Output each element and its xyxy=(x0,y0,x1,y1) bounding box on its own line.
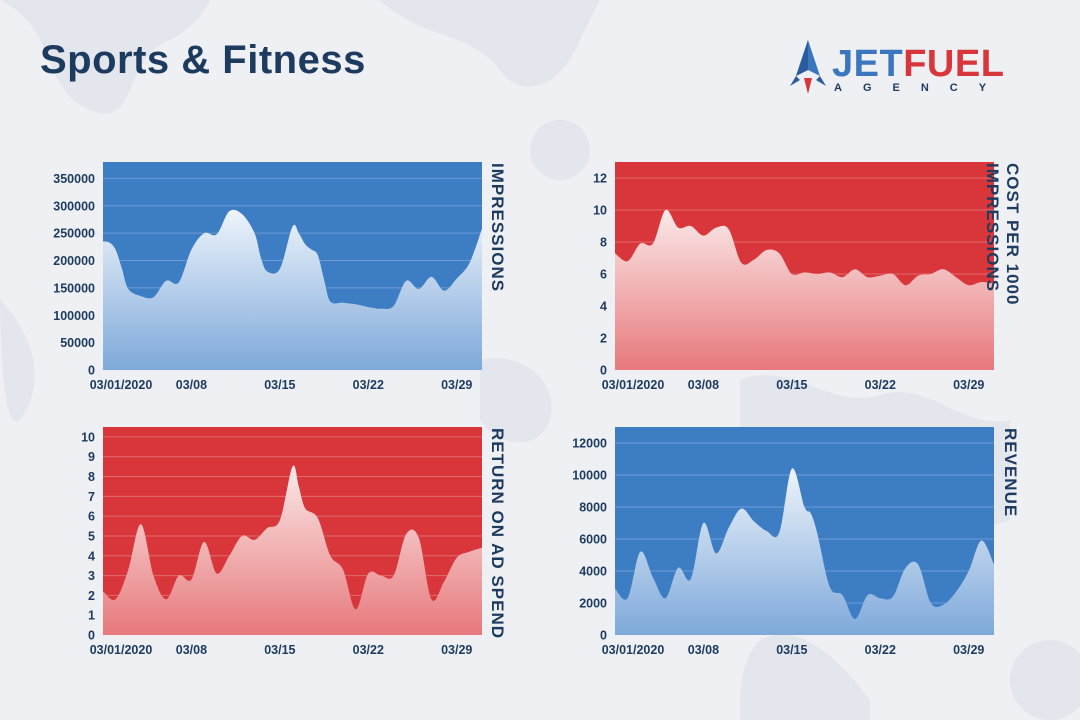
y-tick-label: 6 xyxy=(600,268,607,282)
x-tick-label: 03/22 xyxy=(353,643,384,657)
area-series xyxy=(615,209,994,370)
rocket-icon xyxy=(790,40,826,94)
area-series xyxy=(615,468,994,635)
x-tick-label: 03/08 xyxy=(176,643,207,657)
y-tick-label: 7 xyxy=(88,490,95,504)
roas-axis-label: RETURN ON AD SPEND xyxy=(488,428,507,639)
y-tick-label: 3 xyxy=(88,569,95,583)
y-tick-label: 4000 xyxy=(579,565,607,579)
y-tick-label: 8 xyxy=(600,236,607,250)
y-tick-label: 350000 xyxy=(53,172,95,186)
x-tick-label: 03/22 xyxy=(865,643,896,657)
logo-word-jet: JET xyxy=(832,43,904,85)
y-tick-label: 5 xyxy=(88,529,95,543)
y-tick-label: 0 xyxy=(88,629,95,643)
area-series xyxy=(103,209,482,370)
cpm-axis-label: COST PER 1000 IMPRESSIONS xyxy=(983,163,1042,343)
x-tick-label: 03/15 xyxy=(264,643,295,657)
y-tick-label: 1 xyxy=(88,609,95,623)
y-tick-label: 10 xyxy=(81,430,95,444)
logo-wordmark: JETFUEL xyxy=(832,44,1004,84)
y-tick-label: 10000 xyxy=(572,469,607,483)
x-tick-label: 03/01/2020 xyxy=(90,643,153,657)
y-tick-label: 50000 xyxy=(60,336,95,350)
x-tick-label: 03/29 xyxy=(953,378,984,392)
revenue-chart: 0 2000 4000 6000 8000 10000 12000 03/01/2020 03/… xyxy=(572,427,994,657)
x-tick-label: 03/15 xyxy=(776,378,807,392)
y-tick-label: 0 xyxy=(88,364,95,378)
x-tick-label: 03/01/2020 xyxy=(602,378,665,392)
y-tick-label: 12 xyxy=(593,172,607,186)
x-tick-label: 03/01/2020 xyxy=(602,643,665,657)
x-tick-label: 03/22 xyxy=(353,378,384,392)
y-tick-label: 8000 xyxy=(579,501,607,515)
y-tick-label: 12000 xyxy=(572,437,607,451)
cpm-axis-label-text: COST PER 1000 IMPRESSIONS xyxy=(983,163,1022,306)
x-tick-label: 03/29 xyxy=(953,643,984,657)
impressions-axis-label: IMPRESSIONS xyxy=(488,163,507,293)
y-tick-label: 6000 xyxy=(579,533,607,547)
y-tick-label: 4 xyxy=(88,549,95,563)
y-tick-label: 200000 xyxy=(53,254,95,268)
x-tick-label: 03/29 xyxy=(441,378,472,392)
x-tick-label: 03/15 xyxy=(776,643,807,657)
x-tick-label: 03/08 xyxy=(688,378,719,392)
y-tick-label: 100000 xyxy=(53,309,95,323)
logo-word-fuel: FUEL xyxy=(903,43,1005,85)
x-tick-label: 03/08 xyxy=(176,378,207,392)
y-tick-label: 2 xyxy=(88,589,95,603)
y-tick-label: 150000 xyxy=(53,281,95,295)
y-tick-label: 6 xyxy=(88,510,95,524)
impressions-chart: 0 50000 100000 150000 200000 250000 300000 3500… xyxy=(53,162,482,392)
y-tick-label: 8 xyxy=(88,470,95,484)
jetfuel-logo: JETFUEL AGENCY xyxy=(788,38,1048,100)
y-tick-label: 0 xyxy=(600,629,607,643)
logo-subtitle: AGENCY xyxy=(834,82,1008,94)
y-tick-label: 9 xyxy=(88,450,95,464)
roas-chart: 0 1 2 3 4 5 6 7 8 9 10 03/01/2020 03/08 03/15 03/22 03/… xyxy=(81,427,482,657)
x-tick-label: 03/01/2020 xyxy=(90,378,153,392)
y-tick-label: 10 xyxy=(593,204,607,218)
area-series xyxy=(103,465,482,635)
x-tick-label: 03/29 xyxy=(441,643,472,657)
cpm-chart: 0 2 4 6 8 10 12 03/01/2020 03/08 03/15 03/22 03/29 xyxy=(593,162,994,392)
y-tick-label: 2 xyxy=(600,332,607,346)
y-tick-label: 4 xyxy=(600,300,607,314)
revenue-axis-label: REVENUE xyxy=(1001,428,1020,518)
x-tick-label: 03/08 xyxy=(688,643,719,657)
x-tick-label: 03/22 xyxy=(865,378,896,392)
y-tick-label: 300000 xyxy=(53,199,95,213)
page-title: Sports & Fitness xyxy=(40,38,366,82)
y-tick-label: 2000 xyxy=(579,597,607,611)
x-tick-label: 03/15 xyxy=(264,378,295,392)
y-tick-label: 0 xyxy=(600,364,607,378)
y-tick-label: 250000 xyxy=(53,227,95,241)
